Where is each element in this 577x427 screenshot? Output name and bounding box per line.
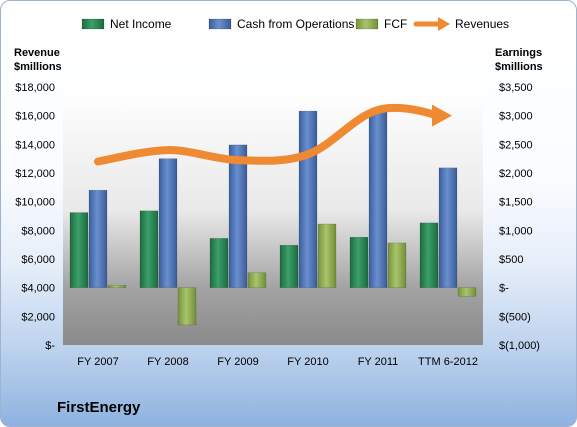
- right-tick-label: $2,000: [499, 168, 533, 180]
- right-tick-label: $3,500: [499, 82, 533, 94]
- fcf-bar: [107, 285, 127, 288]
- left-tick-label: $8,000: [21, 225, 55, 237]
- cash-from-operations-bar: [298, 110, 318, 288]
- category-label: TTM 6-2012: [418, 356, 478, 368]
- left-tick-label: $12,000: [15, 168, 55, 180]
- category-label: FY 2008: [147, 356, 188, 368]
- right-axis-title-line1: Earnings: [495, 47, 542, 59]
- legend-cash-from-operations-label: Cash from Operations: [237, 17, 354, 31]
- cash-from-operations-bar: [368, 111, 388, 288]
- legend-fcf-label: FCF: [384, 17, 407, 31]
- legend-revenues-label: Revenues: [455, 17, 509, 31]
- net-income-bar: [419, 222, 439, 288]
- right-tick-label: $-: [499, 283, 509, 295]
- net-income-bar: [139, 210, 159, 288]
- chart-legend: Net Income Cash from Operations FCF Revenue…: [81, 17, 509, 31]
- category-label: FY 2010: [287, 356, 328, 368]
- left-tick-label: $4,000: [21, 283, 55, 295]
- fcf-bar: [457, 287, 477, 297]
- right-tick-label: $500: [499, 254, 523, 266]
- legend-cash-from-operations-swatch: [208, 18, 232, 30]
- left-axis-title-line2: $millions: [14, 61, 62, 73]
- left-axis-title-line1: Revenue: [14, 47, 60, 59]
- right-axis: $(1,000) $(500) $- $500 $1,000 $1,500 $2,000 $2…: [499, 82, 540, 352]
- left-tick-label: $18,000: [15, 82, 55, 94]
- fcf-bar: [177, 287, 197, 326]
- left-axis: $- $2,000 $4,000 $6,000 $8,000 $10,000 $12,000…: [15, 82, 55, 352]
- right-tick-label: $(500): [499, 311, 531, 323]
- right-tick-label: $1,500: [499, 197, 533, 209]
- left-tick-label: $10,000: [15, 197, 55, 209]
- cash-from-operations-bar: [438, 167, 458, 288]
- right-tick-label: $(1,000): [499, 340, 540, 352]
- cash-from-operations-bar: [88, 189, 108, 288]
- legend-revenues-arrowhead: [438, 17, 450, 31]
- right-tick-label: $1,000: [499, 225, 533, 237]
- legend-net-income-swatch: [81, 18, 105, 30]
- net-income-bar: [349, 236, 369, 288]
- left-tick-label: $2,000: [21, 311, 55, 323]
- right-tick-label: $3,000: [499, 111, 533, 123]
- legend-fcf-swatch: [355, 18, 379, 30]
- fcf-bar: [247, 272, 267, 288]
- net-income-bar: [69, 212, 89, 288]
- right-axis-title-line2: $millions: [495, 61, 543, 73]
- left-tick-label: $6,000: [21, 254, 55, 266]
- category-axis: FY 2007 FY 2008 FY 2009 FY 2010 FY 2011 TTM 6…: [77, 356, 478, 368]
- cash-from-operations-bar: [158, 158, 178, 288]
- left-tick-label: $14,000: [15, 139, 55, 151]
- left-tick-label: $-: [45, 340, 55, 352]
- right-tick-label: $2,500: [499, 139, 533, 151]
- revenue-line-layer: [94, 103, 452, 166]
- left-tick-label: $16,000: [15, 111, 55, 123]
- revenues-line: [94, 103, 441, 166]
- revenues-arrowhead: [432, 104, 452, 127]
- plot-area: [63, 87, 483, 345]
- company-name: FirstEnergy: [57, 399, 141, 416]
- fcf-bar: [317, 223, 337, 288]
- legend-net-income-label: Net Income: [110, 17, 172, 31]
- net-income-bar: [209, 238, 229, 288]
- cash-from-operations-bar: [228, 144, 248, 288]
- category-label: FY 2007: [77, 356, 118, 368]
- category-label: FY 2011: [358, 356, 399, 368]
- net-income-bar: [279, 244, 299, 288]
- category-label: FY 2009: [217, 356, 258, 368]
- fcf-bar: [387, 242, 407, 288]
